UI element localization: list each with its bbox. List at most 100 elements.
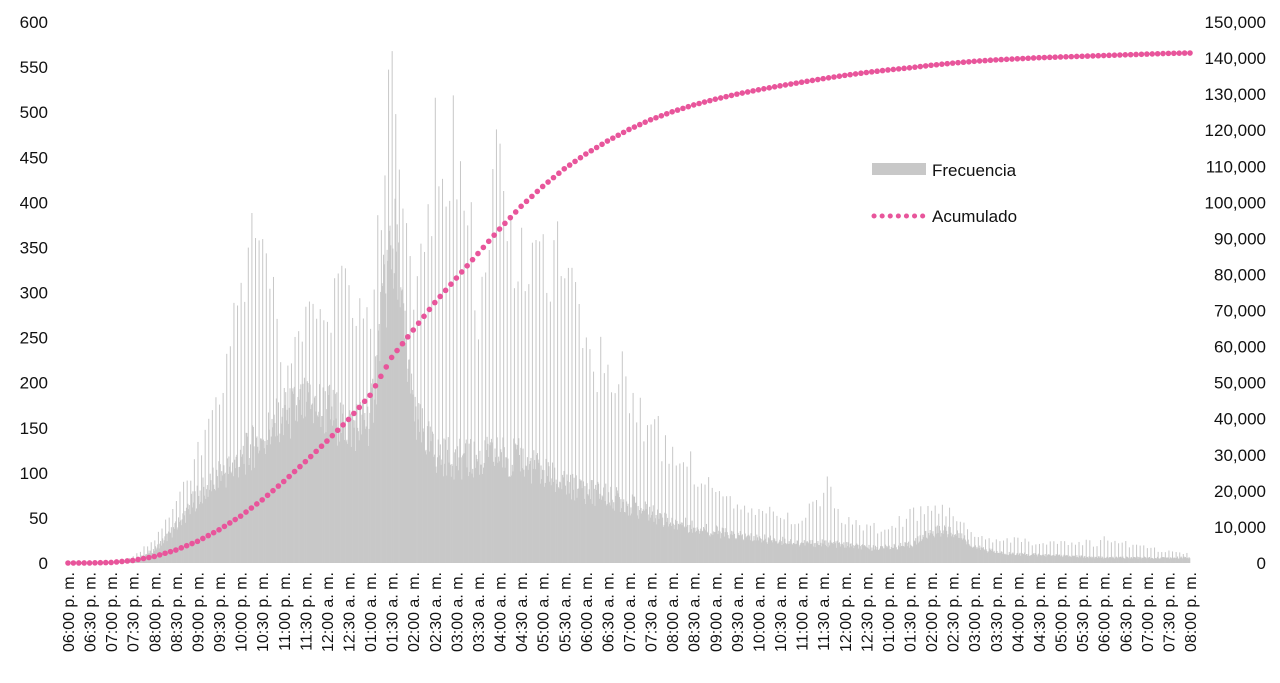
frequency-bar: [1041, 555, 1043, 563]
frequency-bar: [808, 543, 810, 563]
frequency-bar: [1109, 557, 1111, 563]
frequency-bar: [313, 423, 315, 563]
frequency-bar: [896, 549, 898, 563]
frequency-bar: [582, 481, 584, 563]
frequency-bar: [1061, 555, 1063, 563]
frequency-bar: [900, 546, 902, 563]
frequency-bar: [521, 468, 523, 563]
frequency-bar: [566, 474, 568, 563]
frequency-bar: [489, 445, 491, 563]
frequency-bar: [361, 414, 363, 563]
frequency-bar: [693, 527, 695, 563]
frequency-bar: [1118, 557, 1120, 563]
cumulative-point: [124, 558, 131, 564]
frequency-bar: [782, 536, 784, 563]
legend: Frecuencia Acumulado: [871, 161, 1017, 226]
cumulative-point: [966, 58, 972, 65]
frequency-bar: [775, 541, 777, 563]
frequency-bar: [1084, 555, 1086, 563]
frequency-bar: [178, 521, 180, 563]
frequency-bar: [280, 423, 282, 563]
frequency-bar: [723, 536, 725, 563]
frequency-bar: [350, 446, 352, 563]
frequency-bar: [245, 432, 247, 563]
frequency-bar: [925, 530, 927, 563]
frequency-bar: [792, 542, 795, 563]
frequency-bar: [1099, 557, 1101, 563]
frequency-bar: [331, 406, 333, 563]
frequency-bar: [506, 241, 508, 563]
frequency-bar: [748, 534, 750, 563]
frequency-bar: [586, 483, 588, 563]
frequency-bar: [929, 529, 931, 563]
frequency-bar: [537, 459, 539, 563]
frequency-bar: [891, 525, 893, 563]
frequency-bar: [380, 230, 382, 563]
frequency-bar: [400, 287, 402, 563]
x-tick-label: 08:30 p. m.: [169, 572, 186, 652]
cumulative-point: [1127, 51, 1134, 58]
cumulative-point: [194, 538, 201, 545]
frequency-bar: [1119, 556, 1121, 563]
frequency-bar: [937, 532, 939, 563]
frequency-bar: [1036, 556, 1038, 563]
frequency-bar: [673, 529, 675, 563]
frequency-bar: [214, 488, 216, 563]
frequency-bar: [242, 454, 244, 563]
frequency-bar: [553, 240, 555, 563]
frequency-bar: [1008, 555, 1010, 563]
frequency-bar: [631, 513, 633, 563]
frequency-bar: [541, 479, 543, 563]
frequency-bar: [471, 473, 473, 563]
frequency-bar: [439, 444, 441, 563]
frequency-bar: [828, 542, 830, 563]
frequency-bar: [184, 510, 186, 563]
frequency-bar: [324, 433, 326, 563]
frequency-bar: [224, 473, 226, 563]
frequency-bar: [519, 471, 521, 563]
frequency-bar: [242, 445, 244, 563]
frequency-bar: [546, 292, 548, 563]
left-tick-label: 400: [20, 193, 48, 212]
frequency-bar: [681, 525, 683, 563]
frequency-bar: [592, 480, 594, 563]
frequency-bar: [576, 497, 578, 563]
cumulative-point: [1138, 51, 1145, 58]
frequency-bar: [714, 531, 716, 563]
frequency-bar: [646, 425, 648, 563]
frequency-bar: [319, 309, 321, 563]
frequency-bar: [143, 546, 145, 563]
legend-swatch-frecuencia: [872, 163, 926, 175]
frequency-bar: [884, 529, 886, 563]
frequency-bar: [818, 544, 820, 563]
cumulative-point: [75, 560, 82, 566]
frequency-bar: [820, 542, 822, 563]
frequency-bar: [847, 542, 849, 563]
frequency-bar: [479, 450, 481, 563]
frequency-bar: [983, 549, 985, 563]
frequency-bar: [1173, 557, 1175, 563]
frequency-bar: [431, 236, 433, 563]
frequency-bar: [846, 542, 848, 563]
cumulative-point: [717, 95, 724, 101]
cumulative-point: [496, 226, 503, 232]
x-tick-label: 11:00 p. m.: [277, 572, 294, 651]
frequency-bar: [351, 414, 353, 563]
frequency-bar: [514, 443, 516, 563]
legend-label-frecuencia: Frecuencia: [932, 161, 1017, 180]
cumulative-point: [663, 110, 670, 117]
frequency-bar: [907, 546, 909, 563]
frequency-bar: [823, 492, 825, 563]
frequency-bar: [779, 539, 781, 563]
frequency-bar: [445, 206, 447, 563]
frequency-bar: [1000, 551, 1002, 563]
x-axis-ticks: 06:00 p. m. 06:30 p. m. 07:00 p. m. 07:30 p…: [61, 572, 1200, 652]
cumulative-point: [820, 75, 826, 82]
frequency-bar: [326, 409, 328, 563]
frequency-bar: [372, 422, 374, 563]
frequency-bar: [915, 544, 917, 563]
frequency-bar: [660, 514, 662, 563]
frequency-bar: [1069, 555, 1071, 563]
frequency-bar: [462, 455, 464, 563]
frequency-bar: [217, 487, 219, 563]
